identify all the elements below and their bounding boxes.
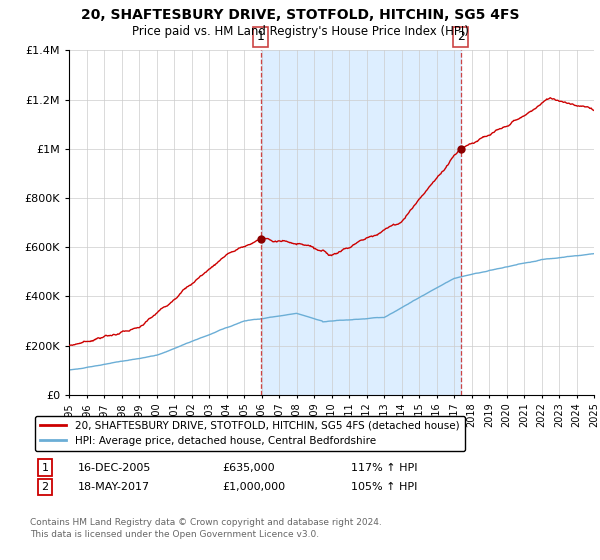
Text: £1,000,000: £1,000,000 xyxy=(222,482,285,492)
Text: 18-MAY-2017: 18-MAY-2017 xyxy=(78,482,150,492)
Text: 16-DEC-2005: 16-DEC-2005 xyxy=(78,463,151,473)
Text: 1: 1 xyxy=(257,30,265,44)
Bar xyxy=(261,50,461,395)
Text: Contains HM Land Registry data © Crown copyright and database right 2024.
This d: Contains HM Land Registry data © Crown c… xyxy=(30,518,382,539)
Text: 20, SHAFTESBURY DRIVE, STOTFOLD, HITCHIN, SG5 4FS: 20, SHAFTESBURY DRIVE, STOTFOLD, HITCHIN… xyxy=(81,8,519,22)
Text: 1: 1 xyxy=(41,463,49,473)
Text: Price paid vs. HM Land Registry's House Price Index (HPI): Price paid vs. HM Land Registry's House … xyxy=(131,25,469,38)
Text: 2: 2 xyxy=(41,482,49,492)
Text: 117% ↑ HPI: 117% ↑ HPI xyxy=(351,463,418,473)
Legend: 20, SHAFTESBURY DRIVE, STOTFOLD, HITCHIN, SG5 4FS (detached house), HPI: Average: 20, SHAFTESBURY DRIVE, STOTFOLD, HITCHIN… xyxy=(35,416,464,451)
Text: 2: 2 xyxy=(457,30,464,44)
Text: £635,000: £635,000 xyxy=(222,463,275,473)
Text: 105% ↑ HPI: 105% ↑ HPI xyxy=(351,482,418,492)
